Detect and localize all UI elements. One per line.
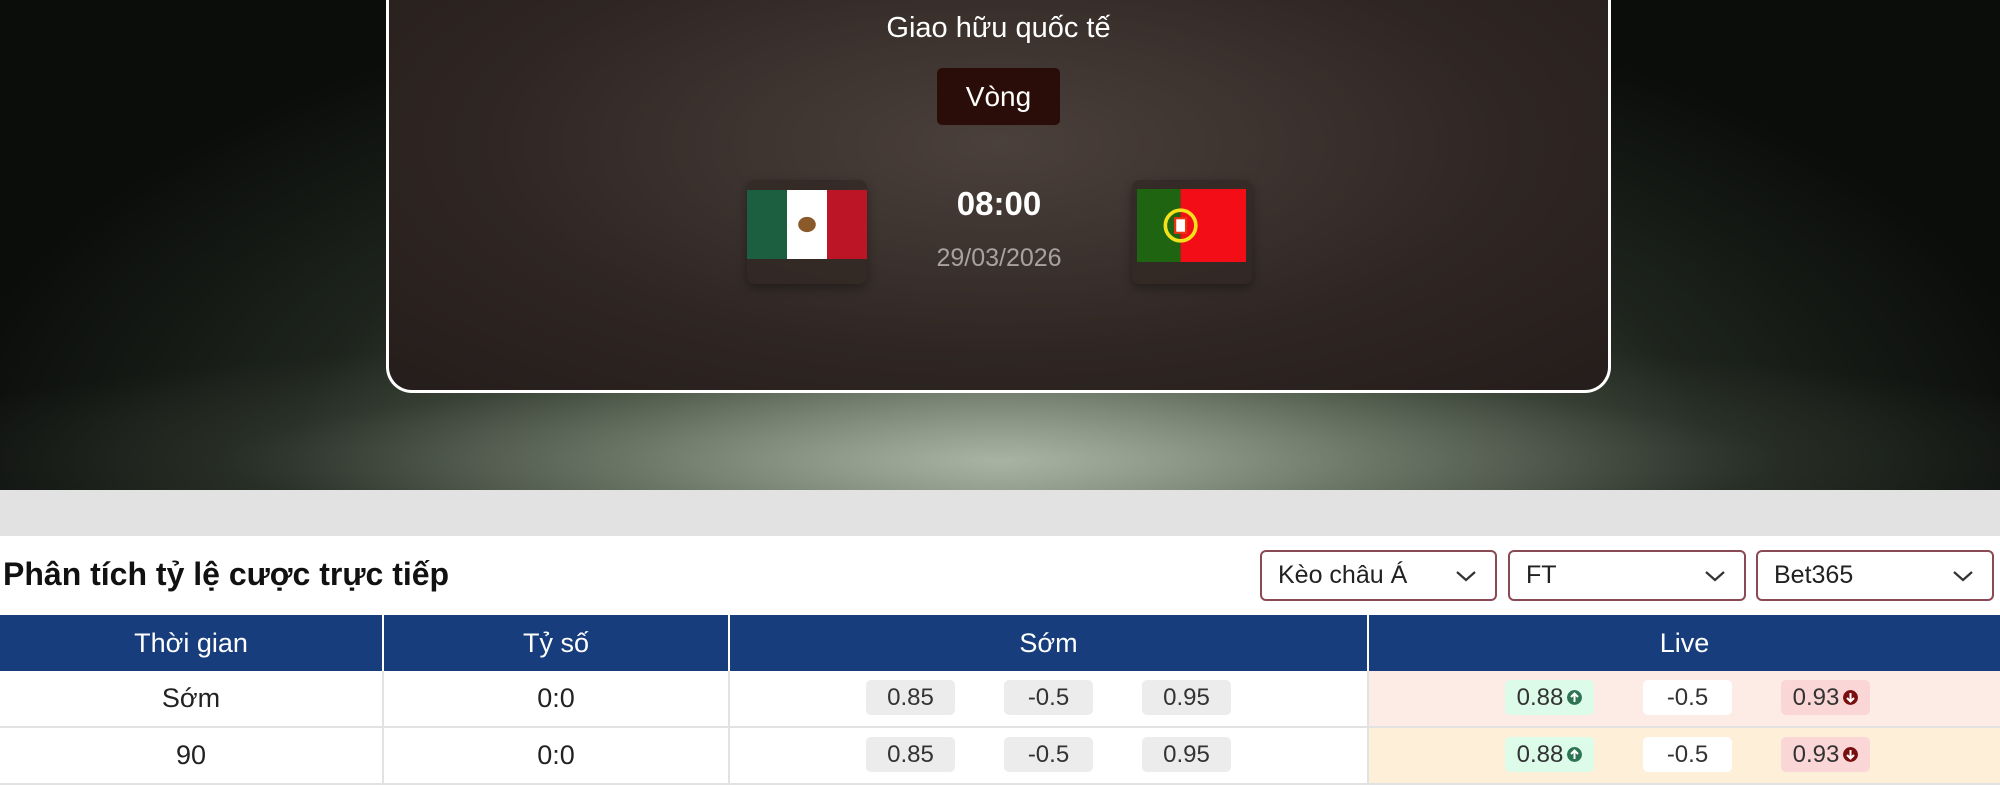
odds-value: -0.5 (1666, 683, 1709, 711)
market-select[interactable]: Kèo châu Á (1260, 550, 1497, 601)
kickoff-time: 08:00 (956, 185, 1042, 222)
header-score: Tỷ số (384, 615, 730, 671)
row-score: 0:0 (384, 671, 730, 726)
arrow-up-icon (1567, 747, 1583, 762)
bookmaker-select-value: Bet365 (1774, 561, 1854, 589)
market-select-value: Kèo châu Á (1278, 561, 1408, 589)
early-odds-cell (730, 728, 1369, 783)
match-date: 29/03/2026 (936, 244, 1062, 272)
odds-table-header: Thời gian Tỷ số Sớm Live (0, 615, 2000, 671)
mexico-flag-icon (747, 190, 867, 259)
live-handicap-odds[interactable]: -0.5 (1643, 737, 1732, 772)
away-team[interactable] (1132, 180, 1252, 284)
early-away-odds[interactable]: 0.95 (1142, 737, 1231, 772)
table-row: 90 0:0 0.85 -0.5 0.95 0.88 -0.5 0.93 (0, 728, 2000, 785)
chevron-down-icon (1705, 570, 1725, 581)
live-handicap-odds[interactable]: -0.5 (1643, 680, 1732, 715)
header-time: Thời gian (0, 615, 384, 671)
table-row: Sớm 0:0 0.85 -0.5 0.95 0.88 -0.5 0.93 (0, 671, 2000, 728)
odds-value: 0.85 (887, 683, 934, 711)
row-score: 0:0 (384, 728, 730, 783)
early-home-odds[interactable]: 0.85 (866, 680, 955, 715)
match-card-content: Giao hữu quốc tế (386, 0, 1611, 393)
odds-value: -0.5 (1027, 740, 1070, 768)
portugal-flag-icon (1137, 189, 1246, 262)
live-home-odds[interactable]: 0.88 (1505, 737, 1594, 772)
arrow-down-icon (1843, 690, 1859, 705)
row-time: Sớm (0, 671, 384, 726)
early-handicap-odds[interactable]: -0.5 (1004, 680, 1093, 715)
chevron-down-icon (1456, 570, 1476, 581)
live-home-odds[interactable]: 0.88 (1505, 680, 1594, 715)
live-away-odds[interactable]: 0.93 (1781, 737, 1870, 772)
odds-value: 0.88 (1516, 740, 1564, 768)
odds-value: -0.5 (1027, 683, 1070, 711)
early-odds-cell (730, 671, 1369, 726)
odds-value: 0.88 (1516, 683, 1564, 711)
odds-value: 0.95 (1163, 683, 1210, 711)
header-live: Live (1659, 627, 1710, 658)
odds-section-title: Phân tích tỷ lệ cược trực tiếp (3, 556, 450, 592)
period-select[interactable]: FT (1508, 550, 1746, 601)
odds-value: 0.95 (1163, 740, 1210, 768)
period-select-value: FT (1526, 561, 1557, 589)
bookmaker-select[interactable]: Bet365 (1756, 550, 1994, 601)
early-handicap-odds[interactable]: -0.5 (1004, 737, 1093, 772)
row-time: 90 (0, 728, 384, 783)
early-home-odds[interactable]: 0.85 (866, 737, 955, 772)
arrow-down-icon (1843, 747, 1859, 762)
chevron-down-icon (1953, 570, 1973, 581)
odds-value: 0.93 (1792, 683, 1840, 711)
divider-band (0, 490, 2000, 536)
odds-value: 0.85 (887, 740, 934, 768)
early-away-odds[interactable]: 0.95 (1142, 680, 1231, 715)
live-away-odds[interactable]: 0.93 (1781, 680, 1870, 715)
league-name: Giao hữu quốc tế (886, 12, 1111, 44)
match-card (386, 0, 1611, 393)
odds-value: -0.5 (1666, 740, 1709, 768)
header-early: Sớm (730, 615, 1369, 671)
round-badge[interactable]: Vòng (937, 68, 1060, 125)
arrow-up-icon (1567, 690, 1583, 705)
odds-value: 0.93 (1792, 740, 1840, 768)
home-team[interactable] (747, 180, 867, 284)
